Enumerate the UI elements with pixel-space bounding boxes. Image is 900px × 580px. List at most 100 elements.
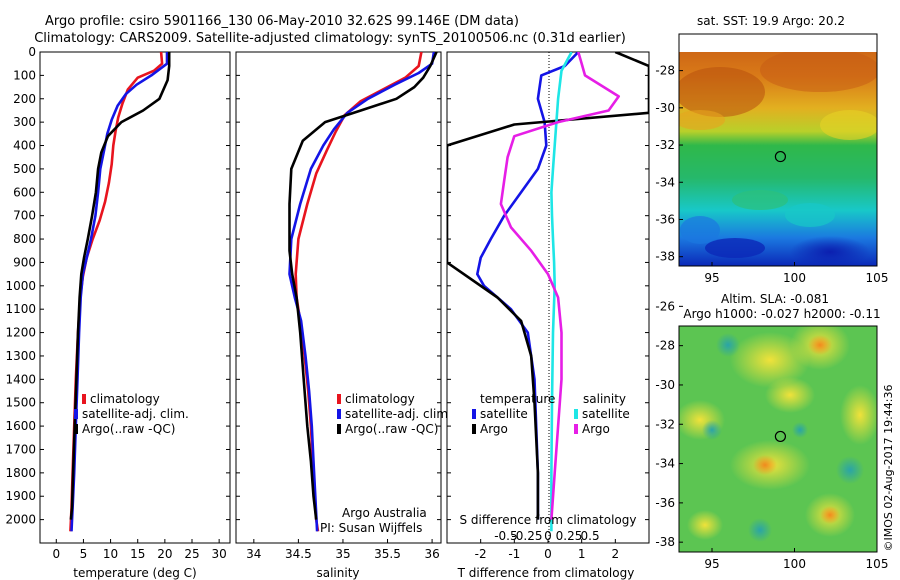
x-tick-label: 30 (212, 547, 227, 561)
map-x-tick-label: 100 (783, 271, 806, 285)
figure-title-line1: Argo profile: csiro 5901166_130 06-May-2… (45, 14, 519, 29)
x-tick-label: 36 (424, 547, 439, 561)
map-y-tick-label: -36 (655, 212, 675, 226)
map-x-tick-label: 100 (783, 557, 806, 571)
map-y-tick-label: -38 (655, 250, 675, 264)
legend-swatch-temp-argo (472, 424, 476, 434)
map-y-tick-label: -28 (655, 339, 675, 353)
map-y-tick-label: -36 (655, 496, 675, 510)
x-tick-label: 35 (335, 547, 350, 561)
legend-swatch-climatology (82, 394, 86, 404)
y-tick-label: 1500 (5, 396, 36, 410)
x-tick-label: 5 (80, 547, 88, 561)
legend-label-climatology: climatology (345, 392, 415, 406)
sla-map-subtitle: Argo h1000: -0.027 h2000: -0.11 (683, 307, 880, 321)
temperature-legend: climatology satellite-adj. clim. Argo(..… (74, 392, 189, 436)
map-y-tick-label: -30 (655, 101, 675, 115)
x-tick-label: 1 (578, 547, 586, 561)
y-tick-label: 0 (28, 45, 36, 59)
map-y-tick-label: -32 (655, 417, 675, 431)
x-tick-label: -1 (508, 547, 520, 561)
legend-label-temp-argo: Argo (480, 422, 508, 436)
legend-label-sal-satellite: satellite (582, 407, 630, 421)
difference-legend: temperature salinity satellite Argo sate… (472, 392, 630, 436)
temperature-x-axis: 0 5 10 15 20 25 30 (52, 539, 227, 561)
x-tick-label: -2 (475, 547, 487, 561)
x-tick-label: 34 (246, 547, 261, 561)
x-tick-label: 10 (103, 547, 118, 561)
y-tick-label: 400 (13, 139, 36, 153)
legend-heading-salinity: salinity (583, 392, 626, 406)
salinity-x-axis: 34 34.5 35 35.5 36 (246, 539, 440, 561)
y-tick-label: 2000 (5, 513, 36, 527)
x-tick-label: 25 (184, 547, 199, 561)
x-tick-label: 0 (544, 547, 552, 561)
sst-heatmap-field (679, 52, 877, 266)
sst-map-panel: sat. SST: 19.9 Argo: 20.2 95 100 105 -28 -30… (655, 14, 888, 285)
legend-label-satellite-adj: satellite-adj. clim. (82, 407, 189, 421)
y-tick-label: 800 (13, 232, 36, 246)
y-tick-label: 1200 (5, 326, 36, 340)
map-y-tick-label: -34 (655, 457, 675, 471)
legend-swatch-argo (337, 424, 341, 434)
legend-swatch-temp-satellite (472, 409, 476, 419)
legend-label-sal-argo: Argo (582, 422, 610, 436)
annotation-pi-name: PI: Susan Wijffels (320, 521, 422, 535)
y-tick-label: 1000 (5, 279, 36, 293)
y-tick-label: 1800 (5, 466, 36, 480)
legend-label-climatology: climatology (90, 392, 160, 406)
y-tick-label: 900 (13, 255, 36, 269)
salinity-series-2 (288, 52, 438, 520)
x-tick-label: 35.5 (374, 547, 401, 561)
y-tick-label: 1700 (5, 442, 36, 456)
x-tick-label: 34.5 (285, 547, 312, 561)
temperature-x-label: temperature (deg C) (73, 566, 196, 580)
legend-swatch-satellite-adj (74, 409, 78, 419)
map-y-tick-label: -30 (655, 378, 675, 392)
legend-swatch-sal-satellite (574, 409, 578, 419)
s-difference-top-axis: -0.5-0.25 0 0.250.5 (494, 529, 599, 543)
y-tick-label: 500 (13, 162, 36, 176)
salinity-x-label: salinity (316, 566, 359, 580)
y-tick-label: 100 (13, 68, 36, 82)
legend-label-argo: Argo(..raw -QC) (82, 422, 175, 436)
t-difference-label: T difference from climatology (457, 566, 635, 580)
imos-timestamp-stamp: ©IMOS 02-Aug-2017 19:44:36 (882, 385, 895, 552)
y-tick-label: 1100 (5, 302, 36, 316)
map-x-tick-label: 105 (866, 271, 889, 285)
map-y-tick-label: -26 (655, 299, 675, 313)
salinity-legend: climatology satellite-adj. clim. Argo(..… (337, 392, 452, 436)
y-tick-label: 1300 (5, 349, 36, 363)
y-tick-label: 300 (13, 115, 36, 129)
legend-swatch-climatology (337, 394, 341, 404)
salinity-series-group (288, 52, 438, 532)
legend-swatch-sal-argo (574, 424, 578, 434)
annotation-argo-australia: Argo Australia (342, 506, 427, 520)
map-x-tick-label: 95 (704, 557, 719, 571)
legend-label-satellite-adj: satellite-adj. clim. (345, 407, 452, 421)
argo-float-location-marker (774, 430, 787, 443)
map-y-tick-label: -38 (655, 535, 675, 549)
y-tick-label: 1400 (5, 372, 36, 386)
y-tick-label: 1900 (5, 489, 36, 503)
sla-map-frame (678, 325, 878, 553)
x-tick-label: 0 (52, 547, 60, 561)
salinity-profile-panel: 34 34.5 35 35.5 36 salinity climatology sate… (235, 51, 452, 580)
map-y-tick-label: -28 (655, 64, 675, 78)
sla-map-axes: 95 100 105 -26 -28 -30 -32 -34 -36 -38 (655, 299, 888, 571)
top-tick-label: -0.5 (494, 529, 517, 543)
salinity-series-1 (288, 52, 436, 532)
top-tick-label: -0.25 (511, 529, 542, 543)
sla-map-title: Altim. SLA: -0.081 (721, 292, 829, 306)
legend-label-argo: Argo(..raw -QC) (345, 422, 438, 436)
sla-map-panel: Altim. SLA: -0.081 Argo h1000: -0.027 h2… (655, 292, 888, 571)
sst-map-title: sat. SST: 19.9 Argo: 20.2 (697, 14, 845, 28)
figure-title-line2: Climatology: CARS2009. Satellite-adjuste… (34, 31, 626, 46)
y-tick-label: 200 (13, 92, 36, 106)
map-y-tick-label: -34 (655, 175, 675, 189)
x-tick-label: 20 (157, 547, 172, 561)
top-tick-label: 0 (544, 529, 552, 543)
map-y-tick-label: -32 (655, 138, 675, 152)
legend-label-temp-satellite: satellite (480, 407, 528, 421)
